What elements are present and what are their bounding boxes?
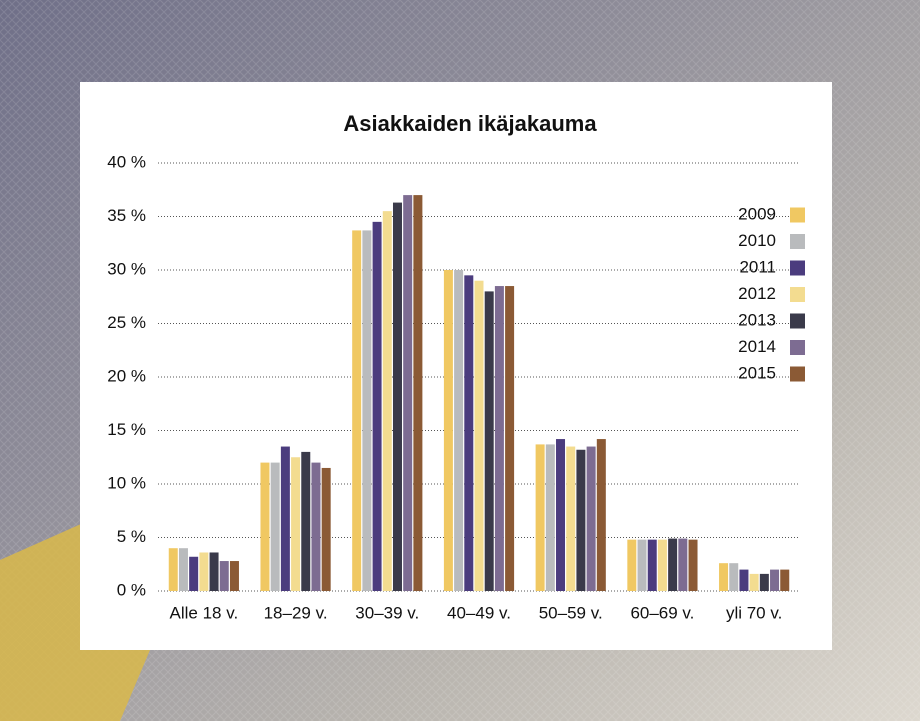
bar xyxy=(546,444,555,591)
bar xyxy=(179,548,188,591)
bar xyxy=(627,540,636,591)
bar xyxy=(719,563,728,591)
bar xyxy=(199,552,208,591)
bar xyxy=(760,574,769,591)
legend-label: 2011 xyxy=(739,257,776,276)
y-tick-label: 15 % xyxy=(107,420,146,439)
bar xyxy=(169,548,178,591)
legend-label: 2012 xyxy=(738,284,776,303)
bar xyxy=(566,447,575,591)
bar xyxy=(648,540,657,591)
y-tick-label: 35 % xyxy=(107,206,146,225)
y-tick-label: 25 % xyxy=(107,313,146,332)
y-tick-label: 10 % xyxy=(107,473,146,492)
x-tick-label: 18–29 v. xyxy=(264,603,328,622)
bar xyxy=(220,561,229,591)
bar xyxy=(454,270,463,591)
page: {"chart_data": {"type": "bar", "title": … xyxy=(0,0,920,721)
bar xyxy=(352,230,361,591)
y-tick-label: 0 % xyxy=(117,580,146,599)
bar xyxy=(576,450,585,591)
bar xyxy=(729,563,738,591)
bar xyxy=(638,540,647,591)
bar xyxy=(485,291,494,591)
bar xyxy=(658,540,667,591)
bar xyxy=(536,444,545,591)
bar xyxy=(597,439,606,591)
legend-label: 2015 xyxy=(738,363,776,382)
legend-swatch xyxy=(790,261,805,276)
x-tick-label: 60–69 v. xyxy=(630,603,694,622)
bar xyxy=(301,452,310,591)
legend-label: 2009 xyxy=(738,204,776,223)
bar xyxy=(291,457,300,591)
bar xyxy=(770,570,779,591)
bar xyxy=(373,222,382,591)
bar xyxy=(780,570,789,591)
legend-label: 2013 xyxy=(738,310,776,329)
bar xyxy=(413,195,422,591)
legend-label: 2014 xyxy=(738,337,776,356)
bar xyxy=(678,539,687,591)
chart-title: Asiakkaiden ikäjakauma xyxy=(343,111,597,136)
bar xyxy=(505,286,514,591)
y-tick-label: 30 % xyxy=(107,259,146,278)
x-tick-label: 40–49 v. xyxy=(447,603,511,622)
bar xyxy=(271,463,280,591)
bar xyxy=(475,281,484,591)
x-tick-label: 30–39 v. xyxy=(355,603,419,622)
bar xyxy=(210,552,219,591)
bar xyxy=(464,275,473,591)
x-tick-label: Alle 18 v. xyxy=(170,603,239,622)
bar xyxy=(322,468,331,591)
bar xyxy=(750,574,759,591)
legend-swatch xyxy=(790,367,805,382)
y-tick-label: 40 % xyxy=(107,152,146,171)
x-tick-label: 50–59 v. xyxy=(539,603,603,622)
legend-swatch xyxy=(790,208,805,223)
bar xyxy=(556,439,565,591)
bar xyxy=(189,557,198,591)
y-tick-label: 20 % xyxy=(107,366,146,385)
bar xyxy=(587,447,596,591)
chart: Asiakkaiden ikäjakauma 0 % 5 % 10 % 15 % 20 … xyxy=(0,0,920,721)
bar xyxy=(362,230,371,591)
legend-swatch xyxy=(790,287,805,302)
bar xyxy=(230,561,239,591)
bar xyxy=(668,539,677,591)
legend-swatch xyxy=(790,340,805,355)
bar xyxy=(311,463,320,591)
bar xyxy=(444,270,453,591)
x-tick-label: yli 70 v. xyxy=(726,603,782,622)
legend-swatch xyxy=(790,314,805,329)
bar xyxy=(281,447,290,591)
legend-swatch xyxy=(790,234,805,249)
y-tick-label: 5 % xyxy=(117,527,146,546)
bar xyxy=(383,211,392,591)
bar xyxy=(260,463,269,591)
bar xyxy=(393,203,402,591)
bar xyxy=(495,286,504,591)
legend-label: 2010 xyxy=(738,231,776,250)
bar xyxy=(403,195,412,591)
bar xyxy=(689,540,698,591)
bar xyxy=(739,570,748,591)
